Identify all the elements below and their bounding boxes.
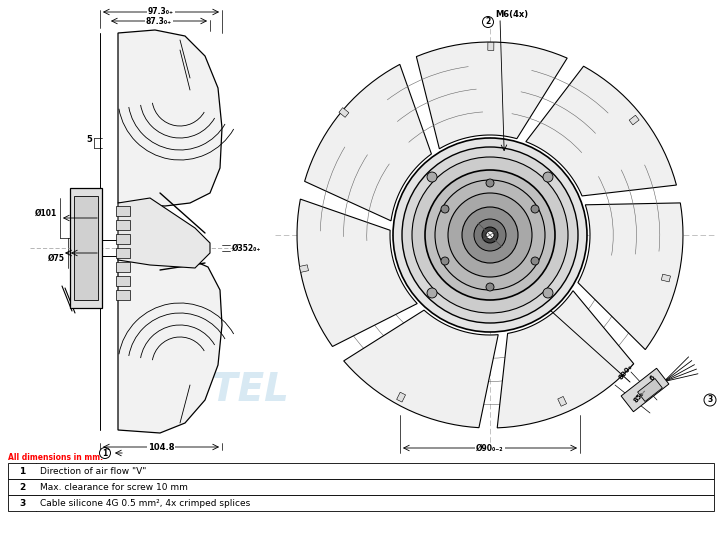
Bar	[396, 392, 406, 402]
Bar	[116, 276, 130, 286]
Bar	[488, 42, 494, 51]
Text: 87.3₀₊: 87.3₀₊	[146, 16, 172, 25]
Polygon shape	[118, 30, 222, 206]
Circle shape	[462, 207, 518, 263]
Circle shape	[427, 288, 437, 298]
Circle shape	[531, 257, 539, 265]
Polygon shape	[497, 291, 634, 428]
Polygon shape	[344, 310, 498, 428]
Circle shape	[474, 219, 506, 251]
Bar	[8, 495, 714, 511]
Bar	[629, 116, 639, 125]
Circle shape	[425, 170, 555, 300]
Circle shape	[482, 227, 498, 243]
Text: 800₀₋: 800₀₋	[618, 360, 636, 380]
Bar	[558, 397, 567, 406]
Bar	[70, 188, 102, 308]
Text: 104.8: 104.8	[148, 443, 174, 452]
Circle shape	[427, 172, 437, 182]
Text: 3: 3	[708, 395, 713, 404]
Text: 6: 6	[649, 374, 657, 382]
Bar	[116, 290, 130, 300]
Polygon shape	[305, 64, 432, 221]
Text: 1: 1	[103, 448, 108, 458]
Circle shape	[543, 288, 553, 298]
Text: 2: 2	[485, 18, 491, 26]
Text: Max. clearance for screw 10 mm: Max. clearance for screw 10 mm	[40, 482, 188, 492]
Bar	[8, 479, 714, 495]
Text: Ø101: Ø101	[35, 208, 57, 217]
Text: 97.3₀₊: 97.3₀₊	[148, 8, 174, 16]
Text: VENTEL: VENTEL	[121, 371, 288, 409]
Circle shape	[441, 257, 449, 265]
Circle shape	[486, 283, 494, 291]
Polygon shape	[297, 199, 417, 346]
Polygon shape	[118, 198, 210, 268]
Circle shape	[435, 180, 545, 290]
Bar	[116, 262, 130, 272]
Bar	[74, 196, 98, 300]
Text: Ø352₀₊: Ø352₀₊	[232, 244, 261, 252]
Circle shape	[393, 138, 587, 332]
Circle shape	[100, 448, 110, 459]
Circle shape	[486, 231, 494, 239]
Text: 2: 2	[19, 482, 25, 492]
Circle shape	[441, 205, 449, 213]
Polygon shape	[578, 203, 683, 350]
Bar	[339, 108, 349, 117]
Text: 3: 3	[19, 498, 25, 508]
Circle shape	[704, 394, 716, 406]
Polygon shape	[621, 368, 669, 412]
Polygon shape	[118, 255, 222, 433]
Text: Ø75: Ø75	[48, 254, 65, 262]
Text: 5: 5	[86, 135, 92, 145]
Bar	[116, 206, 130, 216]
Circle shape	[448, 193, 532, 277]
Text: Cable silicone 4G 0.5 mm², 4x crimped splices: Cable silicone 4G 0.5 mm², 4x crimped sp…	[40, 498, 251, 508]
Text: 1: 1	[19, 466, 25, 476]
Circle shape	[412, 157, 568, 313]
Bar	[8, 463, 714, 479]
Text: 85₀₋: 85₀₋	[632, 387, 648, 403]
Text: All dimensions in mm.: All dimensions in mm.	[8, 453, 103, 461]
Circle shape	[482, 16, 494, 28]
Circle shape	[486, 179, 494, 187]
Circle shape	[402, 147, 578, 323]
Circle shape	[543, 172, 553, 182]
Bar	[116, 220, 130, 230]
Bar	[116, 234, 130, 244]
Polygon shape	[638, 378, 662, 402]
Bar	[300, 265, 308, 272]
Text: Ø90₀₋₂: Ø90₀₋₂	[477, 443, 504, 453]
Polygon shape	[417, 42, 567, 148]
Circle shape	[531, 205, 539, 213]
Text: Direction of air flow "V": Direction of air flow "V"	[40, 466, 147, 476]
Polygon shape	[526, 66, 677, 196]
Bar	[661, 274, 671, 282]
Bar	[116, 248, 130, 258]
Text: M6(4x): M6(4x)	[495, 10, 528, 19]
